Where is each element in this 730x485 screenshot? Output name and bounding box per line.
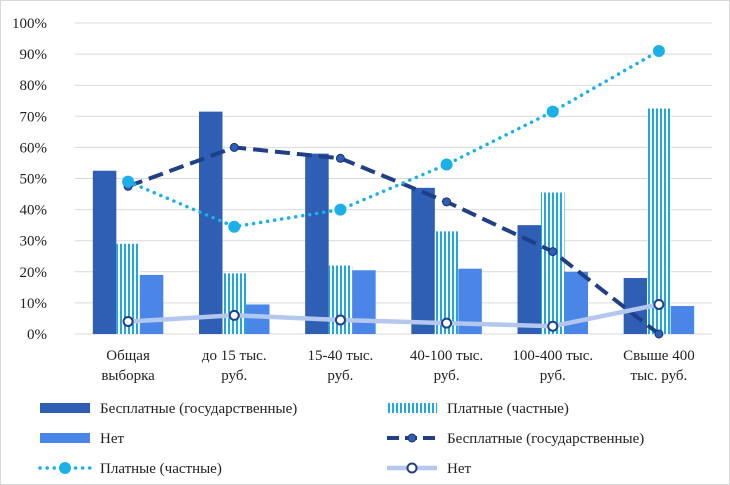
line-2-point-1: [122, 175, 135, 188]
x-category-label: 15-40 тыс. руб.: [308, 348, 374, 384]
line-1-point-6: [654, 329, 664, 339]
bar-2-1: [116, 243, 140, 334]
legend-item-4: Бесплатные (государственные): [387, 431, 644, 447]
bar-1-1: [92, 170, 117, 334]
x-category-label: 40-100 тыс. руб.: [410, 348, 483, 384]
line-series-2: [126, 49, 661, 229]
y-tick-label: 20%: [20, 265, 48, 281]
line-2-point-6: [652, 44, 665, 57]
legend-item-3: Нет: [40, 431, 124, 447]
x-category-label: до 15 тыс. руб.: [202, 348, 267, 384]
x-category-label: Свыше 400 тыс. руб.: [623, 348, 695, 384]
line-3-point-6: [653, 298, 665, 310]
bar-series: [92, 108, 695, 335]
y-tick-label: 90%: [20, 47, 48, 63]
line-series-3: [127, 302, 660, 329]
line-2-point-4: [440, 158, 453, 171]
bar-2-6: [647, 108, 671, 335]
legend-label: Нет: [447, 461, 471, 477]
y-tick-label: 40%: [20, 203, 48, 219]
line-series-1: [127, 145, 661, 336]
legend-label: Бесплатные (государственные): [100, 401, 297, 417]
line-series: [122, 44, 665, 339]
legend-item-1: Бесплатные (государственные): [40, 401, 297, 417]
legend-item-5: Платные (частные): [38, 461, 222, 477]
bar-2-4: [434, 231, 459, 334]
bar-2-5: [541, 192, 565, 334]
line-2-point-2: [228, 220, 241, 233]
x-category-label: 100-400 тыс. руб.: [512, 348, 593, 384]
bar-1-4: [411, 187, 435, 334]
gridlines: [75, 22, 712, 335]
line-3-point-4: [441, 317, 453, 329]
legend-item-6: Нет: [387, 461, 471, 477]
legend-label: Платные (частные): [100, 461, 222, 477]
bar-1-5: [517, 225, 541, 334]
bar-1-3: [305, 153, 329, 334]
y-tick-label: 30%: [20, 234, 48, 250]
line-3-point-2: [228, 309, 240, 321]
legend-label: Бесплатные (государственные): [447, 431, 644, 447]
y-tick-label: 50%: [20, 172, 48, 188]
legend: Бесплатные (государственные) Платные (час…: [38, 401, 644, 477]
line-3-point-5: [547, 320, 559, 332]
y-tick-label: 10%: [20, 296, 48, 312]
legend-item-2: Платные (частные): [387, 401, 569, 417]
line-1-point-4: [442, 197, 452, 207]
line-3-point-1: [122, 316, 134, 328]
legend-swatch: [387, 403, 437, 413]
line-3-point-3: [334, 314, 346, 326]
y-tick-label: 0%: [27, 327, 47, 343]
y-tick-label: 80%: [20, 78, 48, 94]
line-2-point-3: [334, 203, 347, 216]
y-tick-label: 60%: [20, 140, 48, 156]
legend-label: Платные (частные): [447, 401, 569, 417]
y-tick-label: 70%: [20, 109, 48, 125]
bar-3-6: [670, 306, 695, 334]
bar-3-4: [458, 268, 482, 334]
legend-marker: [406, 462, 418, 474]
legend-swatch: [40, 403, 90, 413]
line-1-point-3: [335, 153, 345, 163]
bar-3-3: [352, 270, 376, 334]
bar-2-3: [328, 265, 353, 334]
y-axis-ticks: 0% 10% 20% 30% 40% 50% 60% 70% 80% 90% 100%: [12, 16, 47, 343]
line-1-point-5: [548, 247, 558, 257]
legend-swatch: [40, 433, 90, 443]
bar-3-1: [139, 274, 164, 334]
x-category-label: Общая выборка: [101, 348, 155, 384]
legend-marker: [59, 462, 71, 474]
legend-label: Нет: [100, 431, 124, 447]
bar-2-2: [222, 273, 246, 334]
bar-1-2: [199, 111, 223, 334]
line-1-point-2: [229, 142, 239, 152]
x-axis-categories: Общая выборка до 15 тыс. руб. 15-40 тыс. руб.…: [101, 348, 694, 384]
y-tick-label: 100%: [12, 16, 47, 32]
legend-marker: [407, 433, 417, 443]
bar-3-2: [246, 304, 270, 334]
line-2-point-5: [546, 105, 559, 118]
